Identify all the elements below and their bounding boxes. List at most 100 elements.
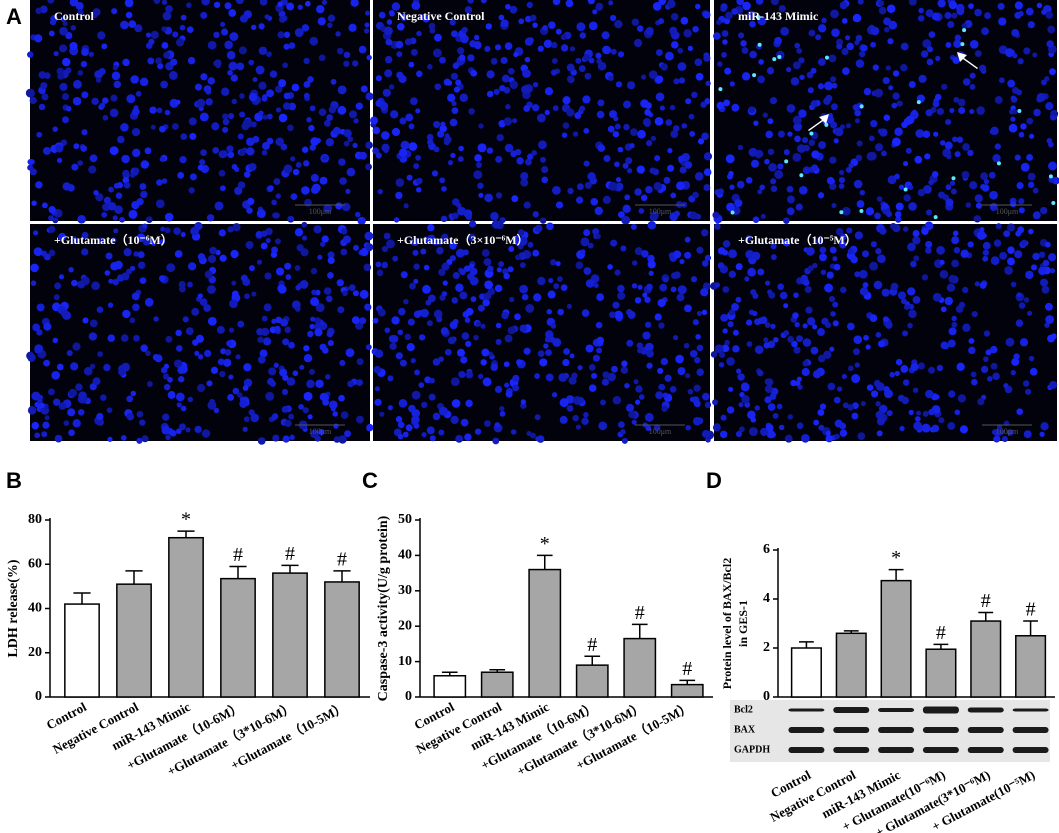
cell-nucleus <box>469 267 478 276</box>
cell-nucleus <box>689 396 696 402</box>
cell-nucleus <box>980 365 989 374</box>
cell-nucleus <box>1041 9 1047 15</box>
cell-nucleus <box>786 195 795 204</box>
cell-nucleus <box>438 429 445 436</box>
cell-nucleus <box>620 366 629 374</box>
cell-nucleus <box>397 433 404 440</box>
cell-nucleus <box>624 382 630 389</box>
apoptotic-cell <box>996 161 1001 166</box>
cell-nucleus <box>294 28 304 37</box>
apoptotic-cell <box>718 87 723 92</box>
cell-nucleus <box>417 310 424 316</box>
cell-nucleus <box>418 382 425 388</box>
cell-nucleus <box>1049 380 1058 389</box>
cell-nucleus <box>834 419 843 428</box>
cell-nucleus <box>58 232 66 241</box>
cell-nucleus <box>67 408 76 417</box>
cell-nucleus <box>572 414 579 422</box>
cell-nucleus <box>504 42 513 50</box>
cell-nucleus <box>739 426 745 433</box>
cell-nucleus <box>748 147 758 157</box>
cell-nucleus <box>421 432 427 438</box>
blot-band <box>1012 747 1049 753</box>
cell-nucleus <box>903 161 909 167</box>
cell-nucleus <box>337 306 345 314</box>
cell-nucleus <box>702 11 711 19</box>
cell-nucleus <box>178 280 186 289</box>
cell-nucleus <box>517 229 525 236</box>
cell-nucleus <box>925 389 934 399</box>
cell-nucleus <box>487 265 494 272</box>
cell-nucleus <box>110 94 118 102</box>
cell-nucleus <box>875 382 885 391</box>
cell-nucleus <box>450 152 456 159</box>
cell-nucleus <box>301 146 309 153</box>
cell-nucleus <box>121 154 130 164</box>
cell-nucleus <box>545 330 554 339</box>
cell-nucleus <box>513 52 519 58</box>
cell-nucleus <box>576 22 586 32</box>
blot-band <box>833 707 870 713</box>
cell-nucleus <box>558 373 568 382</box>
cell-nucleus <box>894 370 900 377</box>
cell-nucleus <box>287 215 295 223</box>
cell-nucleus <box>939 269 949 279</box>
cell-nucleus <box>894 127 903 137</box>
cell-nucleus <box>96 412 104 421</box>
cell-nucleus <box>855 59 865 68</box>
y-tick-label: 4 <box>763 591 770 606</box>
cell-nucleus <box>995 223 1002 230</box>
cell-nucleus <box>405 424 413 432</box>
cell-nucleus <box>412 240 419 246</box>
apoptotic-cell <box>752 73 757 78</box>
cell-nucleus <box>123 248 132 257</box>
cell-nucleus <box>310 267 318 275</box>
cell-nucleus <box>596 347 603 354</box>
error-bar <box>536 554 553 570</box>
cell-nucleus <box>729 184 735 190</box>
cell-nucleus <box>817 409 825 416</box>
cell-nucleus <box>1010 95 1016 101</box>
cell-nucleus <box>453 86 460 93</box>
cell-nucleus <box>388 84 395 90</box>
cell-nucleus <box>102 97 109 104</box>
cell-nucleus <box>259 349 268 358</box>
cell-nucleus <box>818 424 825 431</box>
cell-nucleus <box>611 365 618 373</box>
cell-nucleus <box>881 288 890 297</box>
cell-nucleus <box>717 247 726 255</box>
cell-nucleus <box>736 0 744 6</box>
cell-nucleus <box>449 242 457 250</box>
cell-nucleus <box>315 379 324 389</box>
apoptotic-cell <box>839 210 844 215</box>
cell-nucleus <box>465 399 473 408</box>
cell-nucleus <box>478 123 484 129</box>
cell-nucleus <box>59 44 68 53</box>
significance-mark: # <box>981 590 991 612</box>
cell-nucleus <box>35 7 42 15</box>
cell-nucleus <box>818 141 827 149</box>
bar <box>880 579 912 698</box>
cell-nucleus <box>626 81 636 90</box>
cell-nucleus <box>1007 257 1015 266</box>
cell-nucleus <box>572 131 579 137</box>
apoptotic-cell <box>960 42 965 47</box>
cell-nucleus <box>161 178 168 184</box>
cell-nucleus <box>649 167 656 174</box>
cell-nucleus <box>120 123 129 132</box>
cell-nucleus <box>1012 53 1018 59</box>
cell-nucleus <box>817 328 825 336</box>
cell-nucleus <box>952 136 958 143</box>
cell-nucleus <box>451 212 459 220</box>
cell-nucleus <box>439 177 446 184</box>
cell-nucleus <box>480 323 486 329</box>
image-label: +Glutamate（3×10⁻⁶M） <box>397 232 529 247</box>
cell-nucleus <box>281 406 289 413</box>
cell-nucleus <box>294 265 301 271</box>
cell-nucleus <box>777 283 785 291</box>
cell-nucleus <box>798 109 807 118</box>
cell-nucleus <box>389 342 397 350</box>
cell-nucleus <box>222 118 230 126</box>
cell-nucleus <box>737 373 745 381</box>
cell-nucleus <box>712 211 720 219</box>
